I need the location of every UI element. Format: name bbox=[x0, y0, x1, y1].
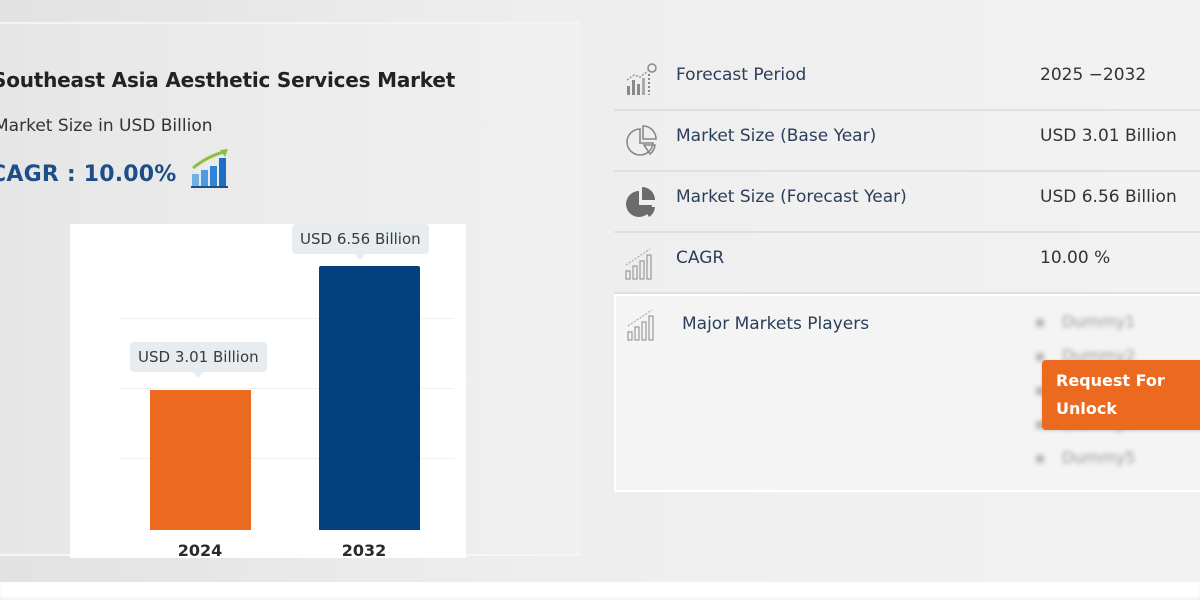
list-item: Dummy5 bbox=[1036, 448, 1135, 482]
summary-row-forecast-period: Forecast Period 2025 −2032 bbox=[614, 50, 1200, 111]
cagr-headline: CAGR : 10.00% bbox=[0, 162, 177, 187]
growth-bars-icon bbox=[625, 248, 652, 280]
page-footer-strip bbox=[0, 582, 1200, 600]
summary-label: Market Size (Forecast Year) bbox=[676, 187, 907, 207]
list-item: Dummy1 bbox=[1036, 312, 1135, 346]
bar-2032 bbox=[319, 266, 420, 530]
bar-label-2032: USD 6.56 Billion bbox=[292, 224, 429, 260]
bar-label-2024: USD 3.01 Billion bbox=[130, 342, 267, 378]
gridline bbox=[120, 388, 454, 389]
market-summary-table: Forecast Period 2025 −2032 Market Size (… bbox=[614, 50, 1200, 294]
gridline bbox=[120, 458, 454, 459]
summary-label: CAGR bbox=[676, 248, 725, 268]
growth-chart-icon bbox=[191, 149, 228, 188]
summary-value: USD 3.01 Billion bbox=[1040, 126, 1177, 146]
summary-value: USD 6.56 Billion bbox=[1040, 187, 1177, 207]
summary-value: 10.00 % bbox=[1040, 248, 1111, 268]
summary-label: Market Size (Base Year) bbox=[676, 126, 877, 146]
pie-filled-icon bbox=[626, 187, 655, 217]
x-axis-label-2024: 2024 bbox=[177, 541, 223, 560]
major-players-section: Major Markets Players Dummy1 Dummy2 Dumm… bbox=[614, 294, 1200, 492]
forecast-chart-icon bbox=[626, 63, 657, 95]
summary-row-forecast-year: Market Size (Forecast Year) USD 6.56 Bil… bbox=[614, 172, 1200, 233]
summary-value: 2025 −2032 bbox=[1040, 65, 1147, 85]
bar-chart: USD 3.01 Billion USD 6.56 Billion 2024 2… bbox=[70, 224, 466, 560]
major-players-label: Major Markets Players bbox=[682, 314, 870, 334]
request-unlock-button[interactable]: Request For Unlock bbox=[1042, 360, 1200, 430]
market-overview-card: Southeast Asia Aesthetic Services Market… bbox=[0, 22, 580, 560]
pie-outline-icon bbox=[626, 125, 657, 156]
growth-bars-icon bbox=[627, 309, 654, 341]
page-title: Southeast Asia Aesthetic Services Market bbox=[0, 68, 456, 92]
summary-row-base-year: Market Size (Base Year) USD 3.01 Billion bbox=[614, 111, 1200, 172]
gridline bbox=[120, 318, 454, 319]
x-axis-label-2032: 2032 bbox=[341, 541, 387, 560]
summary-label: Forecast Period bbox=[676, 65, 807, 85]
chart-subtitle: Market Size in USD Billion bbox=[0, 116, 213, 136]
summary-row-cagr: CAGR 10.00 % bbox=[614, 233, 1200, 294]
bar-2024 bbox=[150, 390, 251, 530]
